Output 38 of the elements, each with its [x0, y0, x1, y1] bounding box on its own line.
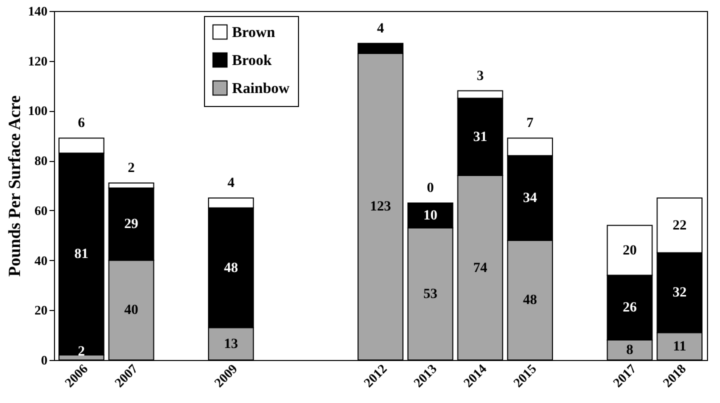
data-label: 4 [227, 176, 234, 191]
y-axis-title: Pounds Per Surface Acre [5, 94, 24, 277]
data-label: 81 [74, 247, 88, 262]
data-label: 34 [523, 190, 538, 206]
data-label: 48 [523, 293, 538, 308]
data-label: 53 [423, 286, 438, 302]
y-tick-label: 140 [28, 4, 48, 18]
y-tick-label: 60 [34, 202, 48, 218]
data-label: 32 [672, 286, 687, 301]
data-label: 48 [224, 260, 238, 276]
legend-label: Brook [232, 53, 272, 69]
data-label: 4 [377, 21, 384, 36]
data-label: 7 [526, 116, 534, 132]
data-label: 123 [370, 200, 391, 215]
y-tick-label: 120 [28, 53, 48, 68]
data-label: 29 [124, 217, 138, 232]
legend-label: Rainbow [232, 81, 290, 97]
data-label: 2 [128, 161, 135, 176]
y-tick-label: 80 [34, 153, 48, 168]
data-label: 13 [224, 336, 238, 352]
data-label: 10 [423, 208, 438, 224]
data-label: 6 [78, 116, 85, 132]
data-label: 3 [476, 68, 484, 84]
y-tick-label: 20 [34, 302, 48, 318]
data-label: 20 [622, 243, 637, 258]
data-label: 74 [473, 260, 488, 276]
data-label: 11 [672, 339, 686, 354]
data-label: 26 [622, 300, 637, 316]
data-label: 0 [426, 180, 434, 196]
legend-label: Brown [232, 25, 276, 41]
data-label: 40 [124, 303, 138, 318]
data-label: 22 [672, 218, 687, 234]
y-tick-label: 100 [28, 103, 48, 118]
data-label: 2 [78, 344, 85, 360]
data-label: 8 [626, 343, 634, 358]
data-label: 31 [473, 130, 488, 145]
y-tick-label: 40 [34, 252, 48, 268]
y-tick-label: 0 [41, 352, 48, 368]
